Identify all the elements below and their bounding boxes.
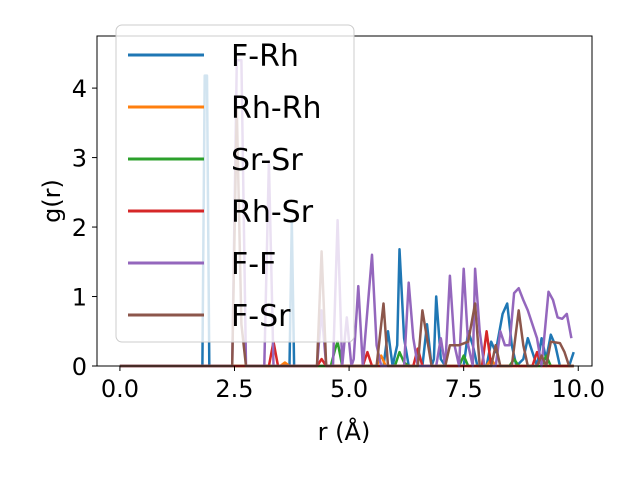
y-axis: 0 1 2 3 4 — [72, 75, 97, 381]
y-axis-label: g(r) — [38, 179, 66, 223]
legend-label-f-f: F-F — [231, 247, 276, 282]
y-tick-label: 2 — [72, 214, 87, 242]
x-axis-label: r (Å) — [318, 417, 371, 446]
legend-label-f-rh: F-Rh — [231, 39, 299, 74]
y-tick-label: 4 — [72, 75, 87, 103]
legend-label-rh-sr: Rh-Sr — [231, 195, 314, 230]
x-tick-label: 0.0 — [101, 375, 139, 403]
y-tick-label: 1 — [72, 284, 87, 312]
x-axis: 0.0 2.5 5.0 7.5 10.0 — [101, 366, 605, 403]
x-tick-label: 7.5 — [445, 375, 483, 403]
x-tick-label: 10.0 — [552, 375, 605, 403]
legend-label-f-sr: F-Sr — [231, 299, 291, 334]
legend-label-sr-sr: Sr-Sr — [231, 143, 303, 178]
y-tick-label: 0 — [72, 353, 87, 381]
legend-label-rh-rh: Rh-Rh — [231, 91, 322, 126]
y-tick-label: 3 — [72, 145, 87, 173]
legend: F-Rh Rh-Rh Sr-Sr Rh-Sr F-F F-Sr — [115, 24, 355, 343]
x-tick-label: 5.0 — [330, 375, 368, 403]
series-line-rh-rh — [119, 354, 574, 368]
x-tick-label: 2.5 — [215, 375, 253, 403]
